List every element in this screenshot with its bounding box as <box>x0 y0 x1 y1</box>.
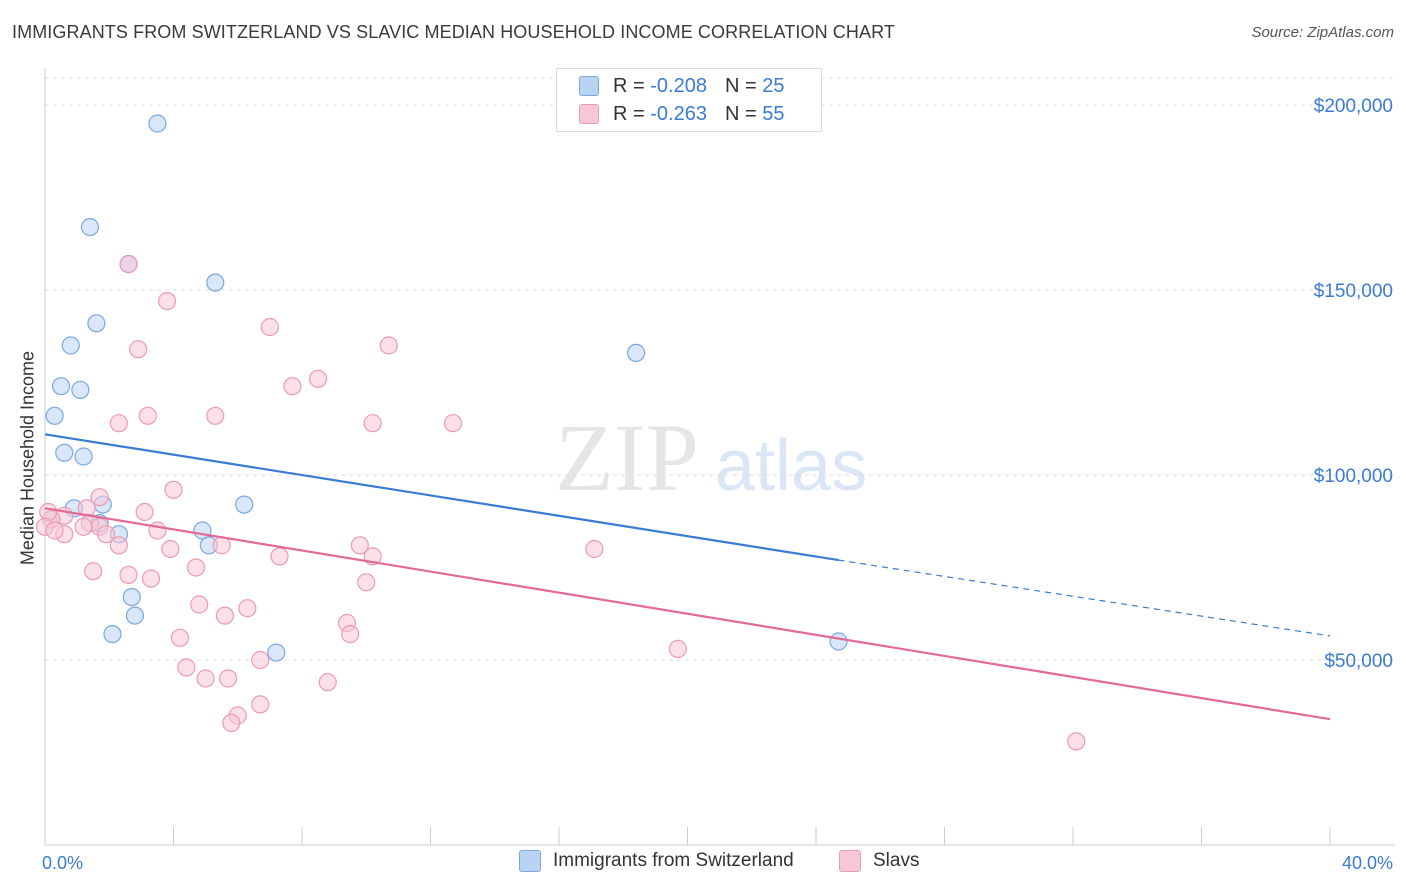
slavs-point <box>141 569 161 588</box>
slavs-point <box>357 573 376 592</box>
slavs-point <box>109 414 128 433</box>
slavs-point <box>260 317 279 337</box>
slavs-point <box>135 502 154 522</box>
blue-swatch <box>579 76 599 96</box>
slavs-point <box>148 521 167 540</box>
switzerland-point <box>829 632 848 651</box>
slavs-point <box>350 536 369 555</box>
slavs-point <box>190 595 209 614</box>
slavs-point <box>341 624 360 644</box>
slavs-point <box>363 414 382 433</box>
slavs-point <box>90 488 109 507</box>
slavs-point <box>318 673 337 692</box>
legend-row-slavs: R = -0.263 N = 55 <box>579 101 784 127</box>
chart-title: IMMIGRANTS FROM SWITZERLAND VS SLAVIC ME… <box>12 22 895 42</box>
slavs-point <box>379 336 398 355</box>
slavs-point <box>215 606 234 625</box>
switzerland-point <box>80 218 100 237</box>
switzerland-point <box>55 443 74 462</box>
r-value: -0.208 <box>650 74 707 97</box>
switzerland-point <box>87 314 106 333</box>
switzerland-point <box>122 587 141 607</box>
slavs-trendline <box>44 507 1331 721</box>
slavs-point <box>206 406 225 425</box>
slavs-point <box>219 669 238 688</box>
switzerland-point <box>267 643 286 662</box>
slavs-point <box>251 695 270 714</box>
legend-item-switzerland: Immigrants from Switzerland <box>519 850 794 872</box>
legend-label: Immigrants from Switzerland <box>553 850 794 871</box>
switzerland-point <box>235 495 254 514</box>
switzerland-trendline <box>44 433 839 562</box>
slavs-point <box>129 340 148 359</box>
slavs-point <box>668 639 687 659</box>
slavs-point <box>283 377 302 396</box>
switzerland-point <box>206 273 225 292</box>
n-label: N = <box>724 74 757 97</box>
x-tick-label: 0.0% <box>42 853 83 873</box>
r-label: R = <box>613 74 645 97</box>
slavs-point <box>1067 732 1086 751</box>
slavs-point <box>45 521 64 540</box>
switzerland-point <box>71 380 90 399</box>
y-tick-label: $100,000 <box>1314 466 1393 487</box>
slavs-point <box>84 562 103 581</box>
slavs-point <box>96 525 116 544</box>
legend-item-slavs: Slavs <box>839 850 919 872</box>
source-label: Source: ZipAtlas.com <box>1251 24 1394 41</box>
r-label: R = <box>613 102 645 125</box>
slavs-point <box>109 536 128 555</box>
slavs-point <box>443 414 463 433</box>
n-label: N = <box>724 102 757 125</box>
pink-swatch <box>579 104 599 124</box>
slavs-point <box>74 517 93 536</box>
switzerland-point <box>125 606 145 625</box>
slavs-point <box>585 539 604 559</box>
watermark-zip: ZIP <box>555 404 699 511</box>
slavs-point <box>157 292 177 311</box>
slavs-point <box>222 713 241 733</box>
watermark-atlas: atlas <box>715 426 867 506</box>
slavs-point <box>161 539 180 559</box>
correlation-legend: R = -0.208 N = 25 R = -0.263 N = 55 <box>556 68 822 132</box>
slavs-point <box>170 628 190 647</box>
switzerland-point <box>45 406 64 425</box>
switzerland-point <box>74 447 93 466</box>
y-axis-title: Median Household Income <box>17 350 38 566</box>
legend-row-switzerland: R = -0.208 N = 25 <box>579 73 784 99</box>
slavs-point <box>270 547 289 566</box>
slavs-point <box>177 658 196 677</box>
y-tick-label: $150,000 <box>1314 281 1393 302</box>
x-tick-label: 40.0% <box>1342 853 1393 873</box>
series-legend: Immigrants from Switzerland Slavs <box>0 850 1406 880</box>
n-value: 55 <box>762 102 785 125</box>
switzerland-point <box>51 377 71 396</box>
slavs-point <box>196 669 215 688</box>
switzerland-point <box>61 336 80 355</box>
switzerland-point <box>103 624 122 644</box>
slavs-point <box>238 599 257 618</box>
slavs-point <box>138 406 157 425</box>
switzerland-point <box>148 114 167 133</box>
r-value: -0.263 <box>650 102 707 125</box>
slavs-point <box>308 369 328 388</box>
slavs-point <box>251 650 270 670</box>
blue-swatch <box>519 850 541 872</box>
y-tick-label: $50,000 <box>1324 651 1393 672</box>
y-tick-label: $200,000 <box>1314 96 1393 117</box>
slavs-point <box>119 255 138 274</box>
slavs-point <box>186 558 206 577</box>
n-value: 25 <box>762 74 785 97</box>
slavs-point <box>119 565 138 585</box>
slavs-point <box>164 480 183 499</box>
pink-swatch <box>839 850 861 872</box>
legend-label: Slavs <box>873 850 920 871</box>
slavs-point <box>39 502 58 522</box>
switzerland-point <box>626 343 646 362</box>
switzerland-trendline-extension <box>838 559 1331 637</box>
